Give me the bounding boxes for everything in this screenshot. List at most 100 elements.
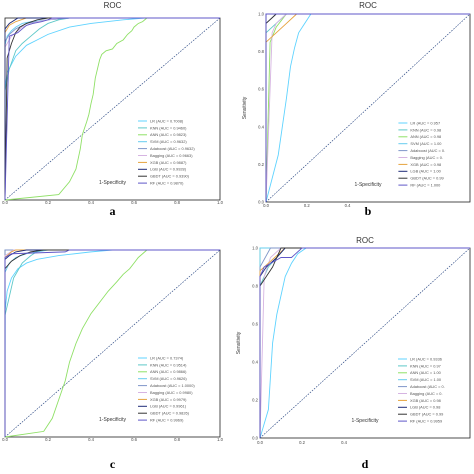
roc-curve-ann xyxy=(4,249,220,438)
roc-curve-ann xyxy=(4,17,220,201)
x-tick-label: 0.0 xyxy=(2,200,8,205)
roc-curve-rf xyxy=(4,249,220,437)
x-tick-label: 0.6 xyxy=(131,437,137,442)
legend-entry: GBDT (AUC = 0.99 xyxy=(410,176,443,181)
legend-entry: Bagging (AUC = 0. xyxy=(410,391,443,396)
y-tick-label: 1.0 xyxy=(252,246,258,251)
diagonal-reference-line xyxy=(259,247,471,439)
y-axis-label: Sensitivity xyxy=(242,96,248,119)
legend-entry: ANN (AUC = 1.00 xyxy=(410,370,442,375)
legend-entry: XGB (AUC = 0.98 xyxy=(410,398,441,403)
y-tick-label: 0.6 xyxy=(258,87,264,92)
x-tick-label: 0.0 xyxy=(257,440,263,445)
legend-entry: ANN (AUC = 0.9823) xyxy=(150,132,187,137)
legend-entry: SVM (AUC = 1.00 xyxy=(410,377,442,382)
legend-entry: XGB (AUC = 0.9979) xyxy=(150,397,187,402)
x-tick-label: 0.6 xyxy=(131,200,137,205)
legend-entry: GBDT (AUC = 0.9390) xyxy=(150,174,190,179)
x-axis-label: 1-Specificity xyxy=(99,417,126,423)
y-axis-label: Sensitivity xyxy=(236,331,242,354)
legend: LR (AUC = 0.9336 KNN (AUC = 0.97 ANN (AUC … xyxy=(398,356,445,424)
legend-entry: RF (AUC = 0.9969) xyxy=(150,418,184,423)
legend-entry: LR (AUC = 0.9336 xyxy=(410,356,442,361)
roc-curve-lr xyxy=(265,13,470,203)
legend-entry: LR (AUC = 0.7008) xyxy=(150,118,184,123)
legend-entry: LGB (AUC = 0.98 xyxy=(410,405,440,410)
x-tick-label: 0.4 xyxy=(88,437,94,442)
y-tick-label: 0.8 xyxy=(252,284,258,289)
roc-curve-lr xyxy=(4,249,220,438)
x-tick-label: 0.0 xyxy=(2,437,8,442)
legend-entry: RF (AUC = 0.9959 xyxy=(410,419,442,424)
legend: LR (AUC = 0.7008) KNN (AUC = 0.9460) ANN (… xyxy=(138,118,195,186)
legend-entry: SVM (AUC = 0.9632) xyxy=(150,139,187,144)
diagonal-reference-line xyxy=(265,13,471,203)
legend-entry: Bagging (AUC = 0.9663) xyxy=(150,153,193,158)
legend-entry: RF (AUC = 0.9870) xyxy=(150,181,184,186)
plot-frame xyxy=(4,249,221,438)
panel-letter: c xyxy=(110,457,116,471)
legend-entry: LGB (AUC = 1.00 xyxy=(410,169,441,174)
legend: LR (AUC = 0.7374) KNN (AUC = 0.9514) ANN (… xyxy=(138,355,195,423)
panel-letter: a xyxy=(110,204,116,218)
x-tick-label: 1.0 xyxy=(217,200,223,205)
legend-entry: LGB (AUC = 0.9961) xyxy=(150,404,187,409)
x-tick-label: 0.2 xyxy=(45,200,51,205)
roc-curve-rf xyxy=(4,17,220,201)
legend-entry: KNN (AUC = 0.9514) xyxy=(150,362,187,367)
legend-entry: Adaboost (AUC = 0. xyxy=(410,384,445,389)
panel-letter: d xyxy=(362,457,369,471)
diagonal-reference-line xyxy=(4,17,221,201)
y-tick-label: 0.0 xyxy=(252,436,258,441)
x-tick-label: 0.8 xyxy=(174,437,180,442)
legend-entry: Bagging (AUC = 0. xyxy=(410,155,443,160)
legend-entry: KNN (AUC = 0.98 xyxy=(410,127,441,132)
legend-entry: GBDT (AUC = 0.99 xyxy=(410,412,443,417)
panel-title: ROC xyxy=(359,1,377,10)
x-tick-label: 0.4 xyxy=(88,200,94,205)
x-tick-label: 0.2 xyxy=(45,437,51,442)
panel-letter: b xyxy=(365,204,372,218)
y-tick-label: 0.8 xyxy=(258,49,264,54)
x-axis-label: 1-Specificity xyxy=(99,180,126,186)
legend: LR (AUC = 0.957 KNN (AUC = 0.98 ANN (AUC =… xyxy=(398,120,445,188)
legend-entry: XGB (AUC = 0.9887) xyxy=(150,160,187,165)
x-tick-label: 0.4 xyxy=(341,440,347,445)
legend-entry: Adaboost (AUC = 0. xyxy=(410,148,445,153)
legend-entry: Bagging (AUC = 0.9980) xyxy=(150,390,193,395)
legend-entry: LR (AUC = 0.7374) xyxy=(150,355,184,360)
y-tick-label: 0.4 xyxy=(252,360,258,365)
y-tick-label: 0.0 xyxy=(258,200,264,205)
roc-panel-d: ROC 0.0 0.2 0.4 0.0 0.2 0.4 0.6 0.8 1.0 1-Specific… xyxy=(236,236,471,471)
roc-curve-lr xyxy=(259,247,470,439)
roc-panel-a: ROC 0.0 0.2 0.4 0.6 0.8 1.0 1-Specificity LR (AU… xyxy=(2,1,223,218)
x-tick-label: 1.0 xyxy=(217,437,223,442)
y-tick-label: 1.0 xyxy=(258,12,264,17)
roc-curve-rf xyxy=(265,13,470,202)
x-tick-label: 0.4 xyxy=(345,203,351,208)
legend-entry: SVM (AUC = 0.9626) xyxy=(150,376,187,381)
legend-entry: XGB (AUC = 0.98 xyxy=(410,162,441,167)
x-tick-label: 0.2 xyxy=(304,203,310,208)
panel-title: ROC xyxy=(104,1,122,10)
legend-entry: GBDT (AUC = 0.9826) xyxy=(150,411,190,416)
y-tick-label: 0.2 xyxy=(252,398,258,403)
legend-entry: KNN (AUC = 0.97 xyxy=(410,363,441,368)
x-axis-label: 1-Specificity xyxy=(352,418,379,424)
legend-entry: LGB (AUC = 0.9928) xyxy=(150,167,187,172)
x-tick-label: 0.8 xyxy=(174,200,180,205)
x-tick-label: 0.0 xyxy=(263,203,269,208)
legend-entry: LR (AUC = 0.957 xyxy=(410,120,440,125)
y-tick-label: 0.6 xyxy=(252,322,258,327)
legend-entry: ANN (AUC = 0.9866) xyxy=(150,369,187,374)
roc-panel-b: ROC 0.0 0.2 0.4 0.0 0.2 0.4 0.6 0.8 1.0 1-Specific… xyxy=(242,1,471,218)
legend-entry: RF (AUC = 1.000 xyxy=(410,183,441,188)
legend-entry: Adaboost (AUC = 0.9632) xyxy=(150,146,195,151)
roc-panel-c: 0.0 0.2 0.4 0.6 0.8 1.0 1-Specificity LR (AUC =… xyxy=(2,249,224,471)
panel-title: ROC xyxy=(356,236,374,245)
legend-entry: Adaboost (AUC = 1.0000) xyxy=(150,383,195,388)
roc-curve-rf xyxy=(259,247,470,438)
legend-entry: SVM (AUC = 1.00 xyxy=(410,141,442,146)
y-tick-label: 0.4 xyxy=(258,124,264,129)
